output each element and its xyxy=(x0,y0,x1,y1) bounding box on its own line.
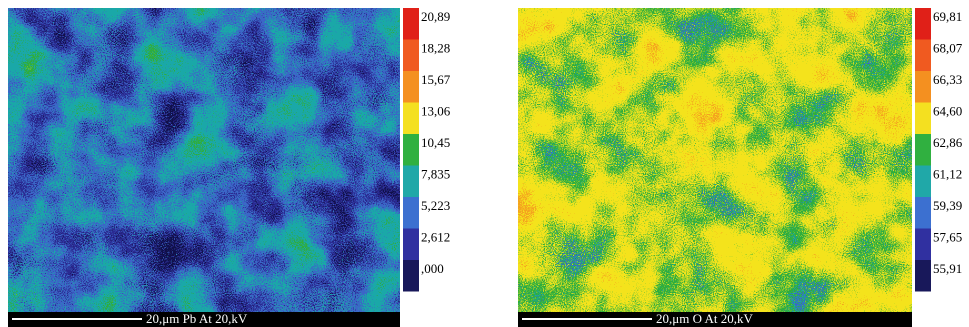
colorbar-segment xyxy=(915,134,931,166)
colorbar-label: 20,89 xyxy=(421,9,450,24)
colorbar-label: 2,612 xyxy=(421,229,450,244)
colorbar-segment xyxy=(915,197,931,229)
colorbar-segment xyxy=(915,71,931,103)
colorbar-label: 10,45 xyxy=(421,135,450,150)
colorbar-label: 64,60 xyxy=(933,103,962,118)
colorbar-segment xyxy=(915,260,931,292)
colorbar-segment xyxy=(403,165,419,197)
colorbar-segment xyxy=(915,102,931,134)
colorbar-label: 13,06 xyxy=(421,103,451,118)
colorbar-segment xyxy=(403,197,419,229)
element-map xyxy=(518,8,912,312)
map-caption: 20,μm Pb At 20,kV xyxy=(146,311,248,326)
map-panel: 20,μm O At 20,kV 69,81 68,07 66,33 64,60 62,8… xyxy=(518,8,963,327)
map-caption: 20,μm O At 20,kV xyxy=(656,311,754,326)
colorbar-segment xyxy=(403,228,419,260)
colorbar-segment xyxy=(915,39,931,71)
colorbar-segment xyxy=(403,102,419,134)
colorbar-segment xyxy=(403,260,419,292)
colorbar-label: 68,07 xyxy=(933,40,963,55)
colorbar-label: 7,835 xyxy=(421,166,450,181)
colorbar-label: 57,65 xyxy=(933,229,962,244)
caption-bar xyxy=(8,312,400,327)
colorbar-segment xyxy=(403,71,419,103)
colorbar-label: 69,81 xyxy=(933,9,962,24)
colorbar-label: 18,28 xyxy=(421,40,450,55)
colorbar-label: 59,39 xyxy=(933,198,962,213)
colorbar-label: 62,86 xyxy=(933,135,963,150)
colorbar-label: 5,223 xyxy=(421,198,450,213)
colorbar-segment xyxy=(915,228,931,260)
colorbar-label: 66,33 xyxy=(933,72,962,87)
colorbar-label: ,000 xyxy=(421,261,444,276)
colorbar-segment xyxy=(915,8,931,40)
caption-bar xyxy=(518,312,912,327)
element-map xyxy=(8,8,400,312)
colorbar-segment xyxy=(403,8,419,40)
colorbar-segment xyxy=(915,165,931,197)
colorbar-label: 61,12 xyxy=(933,166,962,181)
map-panel: 20,μm Pb At 20,kV 20,89 18,28 15,67 13,06 10,… xyxy=(8,8,451,327)
colorbar-segment xyxy=(403,39,419,71)
colorbar-label: 15,67 xyxy=(421,72,451,87)
colorbar-segment xyxy=(403,134,419,166)
colorbar-label: 55,91 xyxy=(933,261,962,276)
